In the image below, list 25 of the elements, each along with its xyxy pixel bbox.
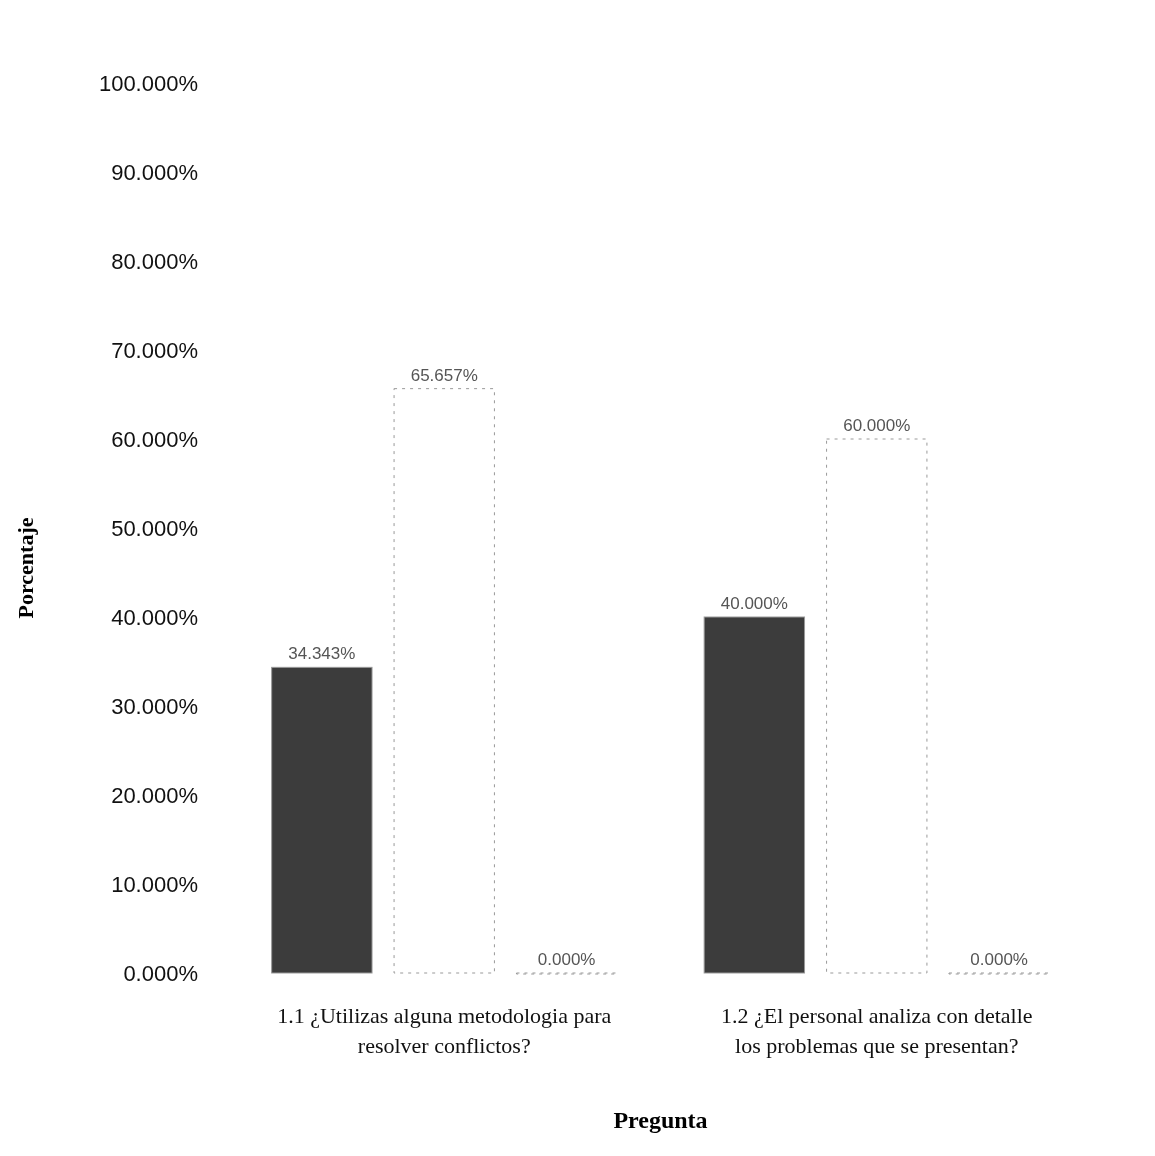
data-label: 40.000%	[720, 594, 788, 613]
data-label: 60.000%	[843, 416, 911, 435]
y-tick-label: 60.000%	[111, 426, 198, 452]
bar	[393, 388, 495, 974]
bar	[826, 438, 928, 974]
y-tick-label: 50.000%	[111, 515, 198, 541]
y-tick-label: 70.000%	[111, 337, 198, 363]
y-tick-label: 90.000%	[111, 159, 198, 185]
data-label: 0.000%	[537, 950, 596, 969]
y-tick-label: 10.000%	[111, 871, 198, 897]
y-tick-label: 40.000%	[111, 604, 198, 630]
bar	[703, 616, 806, 974]
data-label: 34.343%	[288, 644, 356, 664]
y-tick-label: 100.000%	[98, 70, 198, 96]
y-tick-label: 0.000%	[123, 960, 198, 986]
x-tick-label: 1.2 ¿El personal analiza con detalle los problemas que se presentan?	[720, 1003, 1033, 1058]
y-tick-label: 20.000%	[111, 782, 198, 808]
x-tick-label: 1.1 ¿Utilizas alguna metodologia para resolver conflictos?	[277, 1003, 612, 1058]
y-tick-label: 30.000%	[111, 693, 198, 719]
data-label: 0.000%	[970, 950, 1028, 969]
x-axis-title: Pregunta	[613, 1107, 708, 1133]
y-tick-label: 80.000%	[111, 248, 198, 274]
bar	[271, 666, 373, 974]
y-axis-title: Porcentaje	[13, 517, 38, 619]
data-label: 65.657%	[410, 365, 478, 385]
